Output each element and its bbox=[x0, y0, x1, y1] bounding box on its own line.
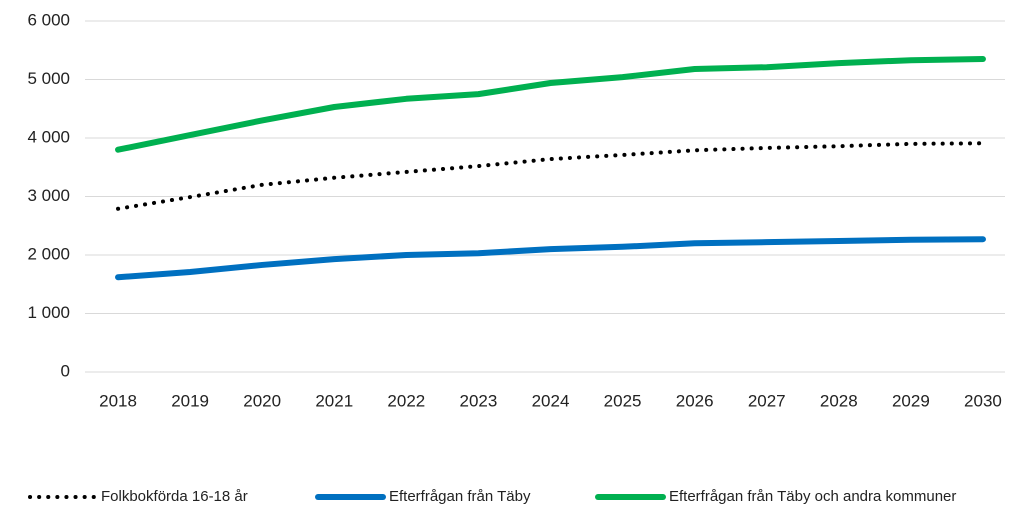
series-line bbox=[116, 141, 985, 211]
legend-label: Efterfrågan från Täby bbox=[389, 488, 531, 505]
x-tick-label: 2022 bbox=[387, 391, 425, 410]
y-tick-label: 0 bbox=[61, 361, 70, 380]
series-line bbox=[115, 56, 986, 153]
y-tick-label: 3 000 bbox=[27, 186, 70, 205]
x-tick-label: 2027 bbox=[748, 391, 786, 410]
x-tick-label: 2018 bbox=[99, 391, 137, 410]
x-tick-label: 2023 bbox=[460, 391, 498, 410]
x-tick-label: 2024 bbox=[532, 391, 570, 410]
x-tick-label: 2029 bbox=[892, 391, 930, 410]
x-tick-label: 2025 bbox=[604, 391, 642, 410]
y-tick-label: 2 000 bbox=[27, 244, 70, 263]
legend-label: Efterfrågan från Täby och andra kommuner bbox=[669, 488, 956, 505]
y-tick-label: 5 000 bbox=[27, 69, 70, 88]
legend-label: Folkbokförda 16-18 år bbox=[101, 488, 248, 505]
x-tick-label: 2020 bbox=[243, 391, 281, 410]
x-tick-label: 2019 bbox=[171, 391, 209, 410]
y-tick-label: 4 000 bbox=[27, 127, 70, 146]
y-tick-label: 1 000 bbox=[27, 303, 70, 322]
x-tick-label: 2028 bbox=[820, 391, 858, 410]
x-tick-label: 2030 bbox=[964, 391, 1002, 410]
x-tick-label: 2021 bbox=[315, 391, 353, 410]
series-line bbox=[115, 236, 986, 281]
y-tick-label: 6 000 bbox=[27, 10, 70, 29]
x-tick-label: 2026 bbox=[676, 391, 714, 410]
